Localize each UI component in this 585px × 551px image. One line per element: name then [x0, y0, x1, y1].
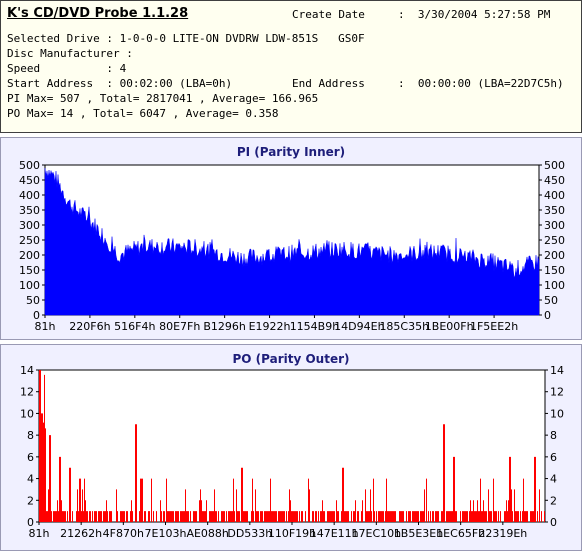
y-tick-label-right: 150 [544, 264, 565, 277]
y-tick-label-right: 14 [550, 364, 564, 377]
app-title: K's CD/DVD Probe 1.1.28 [7, 6, 189, 21]
y-tick-label-right: 0 [550, 516, 557, 529]
y-tick-label: 50 [26, 294, 40, 307]
y-tick-label: 4 [27, 473, 34, 486]
x-tick-label: B1296h [203, 320, 246, 333]
x-tick-label: 1F5EE2h [470, 320, 518, 333]
plot-area [38, 369, 546, 523]
po-summary: PO Max= 14 , Total= 6047 , Average= 0.35… [7, 107, 279, 120]
start-address: Start Address : 00:02:00 (LBA=0h) [7, 77, 233, 90]
x-tick-label: 17EC10h [352, 527, 402, 540]
x-tick-label: 1154B9h [290, 320, 340, 333]
x-tick-label: 185C35h [379, 320, 429, 333]
x-tick-label: 1BE00Fh [425, 320, 474, 333]
x-tick-label: 81h [29, 527, 50, 540]
y-tick-label: 300 [19, 219, 40, 232]
x-tick-label: 147E11h [310, 527, 359, 540]
y-tick-label: 200 [19, 249, 40, 262]
y-tick-label-right: 500 [544, 159, 565, 172]
y-tick-label-right: 300 [544, 219, 565, 232]
y-tick-label: 12 [20, 386, 34, 399]
x-tick-label: AE088h [186, 527, 228, 540]
create-date-label: Create Date [292, 8, 365, 21]
x-tick-label: 110F19h [268, 527, 316, 540]
y-tick-label: 0 [27, 516, 34, 529]
y-tick-label-right: 2 [550, 494, 557, 507]
pi-chart-title: PI (Parity Inner) [236, 145, 346, 159]
x-tick-label: 14D94Eh [334, 320, 384, 333]
x-tick-label: 1EC65Fh [436, 527, 485, 540]
y-tick-label-right: 12 [550, 386, 564, 399]
y-tick-label: 400 [19, 189, 40, 202]
y-tick-label: 10 [20, 407, 34, 420]
y-tick-label-right: 6 [550, 451, 557, 464]
create-date-value: : 3/30/2004 5:27:58 PM [398, 8, 551, 21]
y-tick-label-right: 8 [550, 429, 557, 442]
y-tick-label: 2 [27, 494, 34, 507]
po-chart-panel: PO (Parity Outer) 0 0 2 2 4 4 6 6 8 8 10 10 12 12 14 14… [0, 344, 582, 551]
y-tick-label: 500 [19, 159, 40, 172]
x-tick-label: 81h [35, 320, 56, 333]
x-tick-label: 516F4h [114, 320, 155, 333]
y-tick-label: 6 [27, 451, 34, 464]
y-tick-label-right: 400 [544, 189, 565, 202]
y-tick-label: 0 [33, 309, 40, 322]
y-tick-label: 250 [19, 234, 40, 247]
pi-chart: 0 0 50 50 100 100 150 150 200 200 250 250 300 300 350 3… [19, 159, 565, 333]
x-tick-label: 22319Eh [478, 527, 527, 540]
speed: Speed : 4 [7, 62, 127, 75]
pi-chart-panel: PI (Parity Inner) 0 0 50 50 100 100 150 150 200 2… [0, 137, 582, 340]
y-tick-label-right: 200 [544, 249, 565, 262]
disc-manufacturer: Disc Manufacturer : [7, 47, 133, 60]
x-tick-label: 220F6h [69, 320, 110, 333]
y-tick-label-right: 350 [544, 204, 565, 217]
y-tick-label-right: 4 [550, 473, 557, 486]
y-tick-label-right: 10 [550, 407, 564, 420]
y-tick-label-right: 250 [544, 234, 565, 247]
po-chart: 0 0 2 2 4 4 6 6 8 8 10 10 12 12 14 14 81h 21262h 4F870h 7E1… [20, 364, 564, 540]
pi-series-area [44, 168, 540, 316]
y-tick-label: 350 [19, 204, 40, 217]
y-tick-label: 8 [27, 429, 34, 442]
y-tick-label-right: 100 [544, 279, 565, 292]
pi-summary: PI Max= 507 , Total= 2817041 , Average= … [7, 92, 319, 105]
selected-drive: Selected Drive : 1-0-0-0 LITE-ON DVDRW L… [7, 32, 365, 45]
x-tick-label: 4F870h [103, 527, 144, 540]
x-tick-label: DD533h [227, 527, 272, 540]
y-tick-label: 450 [19, 174, 40, 187]
x-tick-label: E1922h [249, 320, 291, 333]
po-series-bars [39, 370, 545, 522]
y-tick-label-right: 50 [544, 294, 558, 307]
y-tick-label: 14 [20, 364, 34, 377]
x-tick-label: 80E7Fh [159, 320, 200, 333]
y-tick-label: 100 [19, 279, 40, 292]
y-tick-label-right: 450 [544, 174, 565, 187]
y-tick-label-right: 0 [544, 309, 551, 322]
y-tick-label: 150 [19, 264, 40, 277]
info-panel: K's CD/DVD Probe 1.1.28 Create Date : 3/… [0, 0, 582, 133]
x-tick-label: 21262h [60, 527, 102, 540]
po-chart-title: PO (Parity Outer) [232, 352, 350, 366]
end-address-label: End Address [292, 77, 365, 90]
x-tick-label: 1B5E3Eh [394, 527, 443, 540]
end-address-value: : 00:00:00 (LBA=22D7C5h) [398, 77, 564, 90]
x-tick-label: 7E103h [145, 527, 187, 540]
